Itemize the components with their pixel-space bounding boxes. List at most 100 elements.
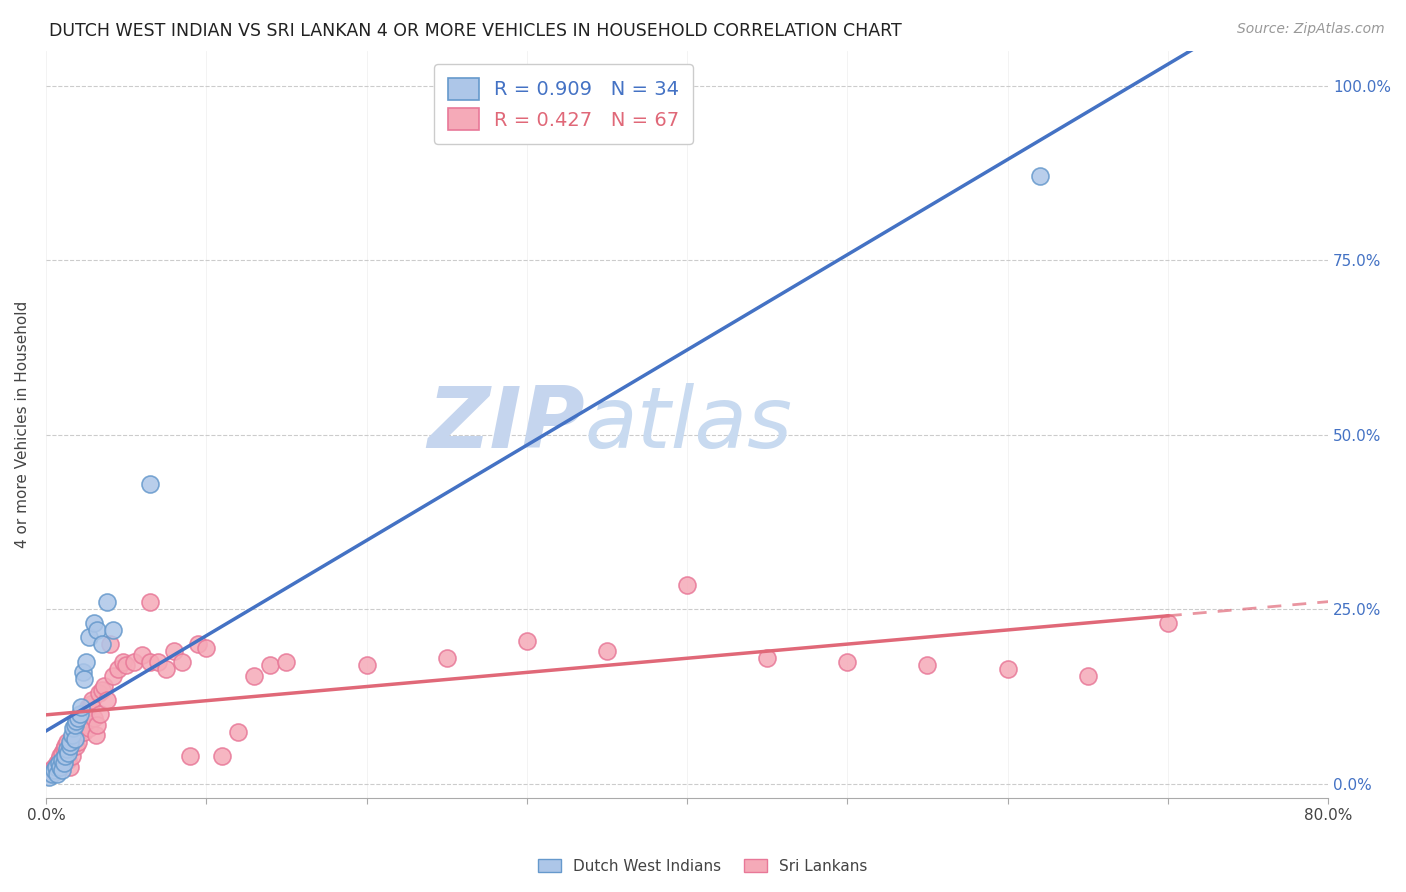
Point	[66, 735, 89, 749]
Point	[63, 717, 86, 731]
Point	[756, 651, 779, 665]
Point	[58, 753, 80, 767]
Text: atlas: atlas	[585, 383, 793, 466]
Point	[73, 724, 96, 739]
Point	[46, 766, 69, 780]
Point	[997, 662, 1019, 676]
Point	[82, 693, 104, 707]
Point	[56, 742, 79, 756]
Point	[146, 655, 169, 669]
Point	[52, 742, 75, 756]
Point	[187, 637, 209, 651]
Point	[77, 721, 100, 735]
Point	[436, 651, 458, 665]
Point	[107, 662, 129, 676]
Point	[59, 735, 82, 749]
Point	[70, 714, 93, 729]
Point	[62, 721, 84, 735]
Point	[49, 759, 72, 773]
Point	[52, 756, 75, 771]
Point	[60, 749, 83, 764]
Point	[42, 763, 65, 777]
Point	[62, 731, 84, 746]
Legend: Dutch West Indians, Sri Lankans: Dutch West Indians, Sri Lankans	[531, 853, 875, 880]
Point	[69, 717, 91, 731]
Point	[131, 648, 153, 662]
Text: ZIP: ZIP	[427, 383, 585, 466]
Point	[65, 714, 87, 729]
Point	[45, 759, 67, 773]
Point	[89, 707, 111, 722]
Point	[676, 578, 699, 592]
Point	[87, 686, 110, 700]
Point	[516, 634, 538, 648]
Point	[179, 749, 201, 764]
Point	[1077, 669, 1099, 683]
Point	[48, 753, 70, 767]
Text: Source: ZipAtlas.com: Source: ZipAtlas.com	[1237, 22, 1385, 37]
Point	[103, 669, 125, 683]
Point	[51, 753, 73, 767]
Point	[70, 700, 93, 714]
Point	[243, 669, 266, 683]
Point	[75, 704, 97, 718]
Point	[75, 655, 97, 669]
Point	[83, 616, 105, 631]
Point	[77, 631, 100, 645]
Point	[65, 739, 87, 753]
Point	[139, 655, 162, 669]
Point	[917, 658, 939, 673]
Point	[1028, 169, 1050, 184]
Point	[155, 662, 177, 676]
Point	[53, 739, 76, 753]
Point	[60, 728, 83, 742]
Point	[259, 658, 281, 673]
Point	[93, 679, 115, 693]
Point	[39, 763, 62, 777]
Point	[66, 721, 89, 735]
Point	[115, 658, 138, 673]
Point	[69, 707, 91, 722]
Point	[84, 728, 107, 742]
Point	[63, 731, 86, 746]
Point	[59, 739, 82, 753]
Legend: R = 0.909   N = 34, R = 0.427   N = 67: R = 0.909 N = 34, R = 0.427 N = 67	[434, 64, 693, 144]
Point	[98, 637, 121, 651]
Point	[59, 759, 82, 773]
Point	[86, 717, 108, 731]
Point	[91, 682, 114, 697]
Point	[72, 707, 94, 722]
Point	[42, 759, 65, 773]
Point	[1157, 616, 1180, 631]
Point	[122, 655, 145, 669]
Point	[63, 724, 86, 739]
Point	[139, 476, 162, 491]
Point	[63, 728, 86, 742]
Point	[837, 655, 859, 669]
Point	[139, 595, 162, 609]
Point	[195, 640, 218, 655]
Point	[38, 770, 60, 784]
Point	[53, 749, 76, 764]
Point	[83, 711, 105, 725]
Point	[91, 637, 114, 651]
Point	[96, 595, 118, 609]
Point	[86, 624, 108, 638]
Point	[51, 763, 73, 777]
Point	[596, 644, 619, 658]
Point	[46, 756, 69, 771]
Point	[96, 693, 118, 707]
Point	[73, 673, 96, 687]
Y-axis label: 4 or more Vehicles in Household: 4 or more Vehicles in Household	[15, 301, 30, 548]
Point	[356, 658, 378, 673]
Point	[80, 697, 103, 711]
Point	[51, 746, 73, 760]
Point	[103, 624, 125, 638]
Point	[48, 756, 70, 771]
Point	[58, 746, 80, 760]
Text: DUTCH WEST INDIAN VS SRI LANKAN 4 OR MORE VEHICLES IN HOUSEHOLD CORRELATION CHAR: DUTCH WEST INDIAN VS SRI LANKAN 4 OR MOR…	[49, 22, 903, 40]
Point	[211, 749, 233, 764]
Point	[66, 711, 89, 725]
Point	[41, 766, 63, 780]
Point	[276, 655, 298, 669]
